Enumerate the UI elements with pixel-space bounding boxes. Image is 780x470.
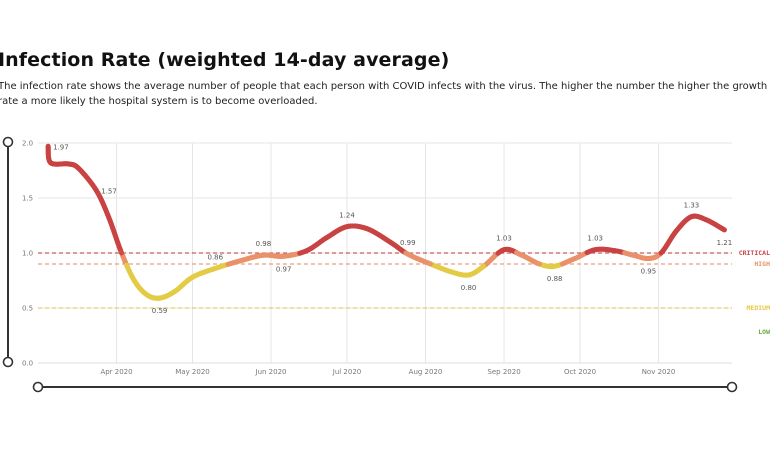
data-point: [572, 256, 578, 261]
data-point: [519, 252, 525, 258]
x-tick-label: Nov 2020: [642, 368, 676, 376]
data-point: [281, 253, 287, 259]
data-label: 0.86: [208, 253, 224, 261]
data-label: 0.98: [256, 240, 272, 248]
x-tick-label: Oct 2020: [564, 368, 596, 376]
data-point: [93, 187, 99, 193]
data-label: 0.88: [547, 275, 563, 283]
data-label: 0.97: [276, 265, 292, 273]
data-label: 1.33: [684, 202, 700, 210]
y-tick-label: 2.0: [22, 140, 33, 148]
x-axis-ticks: Apr 2020 May 2020 Jun 2020 Jul 2020 Aug 2020…: [100, 368, 675, 376]
x-tick-label: Aug 2020: [409, 368, 443, 376]
data-point: [405, 251, 411, 257]
y-slider-bottom-handle[interactable]: [2, 356, 14, 368]
data-point: [190, 274, 195, 280]
data-label: 1.03: [496, 235, 512, 243]
data-label: 0.59: [152, 307, 168, 315]
data-point: [658, 250, 664, 256]
data-point: [344, 224, 350, 230]
zone-labels: CRITICAL HIGH MEDIUM LOW: [739, 249, 770, 336]
page-description: The infection rate shows the average num…: [0, 81, 768, 107]
rate-series: [45, 143, 727, 301]
y-range-slider[interactable]: [2, 136, 14, 368]
data-point: [537, 261, 542, 267]
data-point: [76, 165, 81, 171]
data-point: [722, 227, 727, 233]
data-point: [238, 258, 244, 264]
data-point: [324, 235, 330, 241]
data-point: [45, 143, 51, 149]
y-axis-ticks: 0.0 0.5 1.0 1.5 2.0: [22, 140, 33, 368]
data-label: 0.95: [641, 268, 657, 276]
data-point: [448, 269, 454, 275]
data-point: [157, 295, 162, 301]
y-tick-label: 1.0: [22, 250, 33, 258]
data-point: [646, 256, 651, 261]
data-label: 1.21: [717, 239, 733, 247]
data-point: [592, 247, 598, 253]
y-tick-label: 0.5: [22, 305, 33, 313]
data-point: [613, 248, 618, 254]
threshold-lines: [38, 252, 732, 309]
x-range-slider[interactable]: [32, 381, 738, 393]
data-point: [212, 266, 218, 271]
data-point: [501, 247, 507, 253]
data-point: [364, 226, 370, 232]
data-point: [119, 250, 124, 256]
data-point: [387, 239, 393, 245]
data-point: [704, 217, 710, 223]
x-slider-left-handle[interactable]: [32, 381, 44, 393]
data-point: [630, 252, 636, 258]
data-point: [261, 252, 266, 258]
data-point: [428, 261, 433, 267]
data-label: 1.57: [101, 187, 117, 195]
x-slider-right-handle[interactable]: [726, 381, 738, 393]
x-tick-label: Sep 2020: [487, 368, 520, 376]
data-point: [481, 263, 487, 269]
data-point: [552, 263, 558, 269]
data-point: [65, 161, 71, 167]
y-tick-label: 0.0: [22, 360, 33, 368]
data-point: [466, 272, 471, 278]
data-label: 0.99: [400, 239, 416, 247]
data-point: [48, 160, 54, 166]
data-point: [673, 228, 679, 234]
zone-label-high: HIGH: [754, 260, 770, 268]
zone-label-low: LOW: [758, 328, 770, 336]
data-label: 0.80: [461, 284, 477, 292]
page-title: Infection Rate (weighted 14-day average): [0, 49, 450, 71]
y-tick-label: 1.5: [22, 195, 33, 203]
zone-label-critical: CRITICAL: [739, 249, 770, 257]
data-label: 1.97: [53, 143, 69, 151]
data-point: [106, 215, 112, 221]
x-tick-label: Jul 2020: [332, 368, 362, 376]
data-point: [689, 214, 694, 220]
data-point: [172, 289, 178, 294]
y-slider-top-handle[interactable]: [2, 136, 14, 148]
x-tick-label: Jun 2020: [255, 368, 287, 376]
zone-label-medium: MEDIUM: [747, 304, 771, 312]
x-tick-label: Apr 2020: [100, 368, 132, 376]
data-point: [144, 292, 150, 298]
data-label: 1.03: [587, 235, 603, 243]
data-point: [131, 278, 137, 283]
x-tick-label: May 2020: [175, 368, 210, 376]
data-labels: 1.97 1.57 0.59 0.86 0.98 0.97 1.24 0.99 0.80 1.03…: [53, 143, 732, 315]
data-point: [304, 248, 309, 254]
data-label: 1.24: [339, 212, 355, 220]
